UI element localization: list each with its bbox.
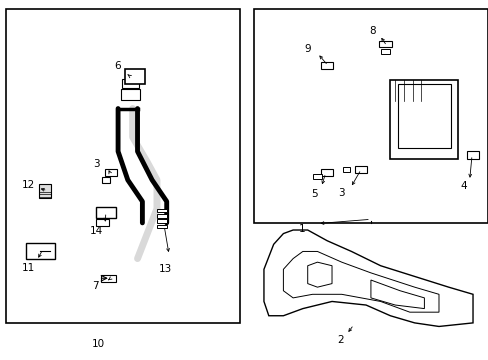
Polygon shape xyxy=(102,177,109,183)
Polygon shape xyxy=(125,69,144,84)
Text: 3: 3 xyxy=(338,188,345,198)
Text: 5: 5 xyxy=(310,189,317,199)
Polygon shape xyxy=(342,167,349,172)
Polygon shape xyxy=(397,84,450,148)
Text: 8: 8 xyxy=(368,26,375,36)
Text: 3: 3 xyxy=(93,159,100,169)
Polygon shape xyxy=(354,166,366,173)
Polygon shape xyxy=(104,169,117,176)
Bar xyxy=(254,9,487,223)
Polygon shape xyxy=(39,184,51,198)
Polygon shape xyxy=(120,89,140,100)
Polygon shape xyxy=(157,208,166,212)
Polygon shape xyxy=(466,152,478,158)
Text: 4: 4 xyxy=(459,181,466,192)
Polygon shape xyxy=(157,214,166,217)
Text: 10: 10 xyxy=(92,339,105,349)
Text: 6: 6 xyxy=(114,62,120,71)
Polygon shape xyxy=(101,275,116,282)
Text: 12: 12 xyxy=(21,180,35,190)
Polygon shape xyxy=(26,243,55,260)
Polygon shape xyxy=(379,41,391,48)
Text: 2: 2 xyxy=(337,335,344,345)
Polygon shape xyxy=(122,79,139,88)
Text: 14: 14 xyxy=(89,226,102,236)
Polygon shape xyxy=(389,80,458,158)
Polygon shape xyxy=(321,169,332,176)
Polygon shape xyxy=(96,207,116,217)
Polygon shape xyxy=(380,49,389,54)
Text: 7: 7 xyxy=(92,282,99,292)
Text: 11: 11 xyxy=(21,262,35,273)
Bar xyxy=(6,9,239,323)
Polygon shape xyxy=(157,219,166,223)
Text: 1: 1 xyxy=(298,224,305,234)
Polygon shape xyxy=(157,225,166,228)
Polygon shape xyxy=(321,62,332,69)
Text: 13: 13 xyxy=(158,264,171,274)
Polygon shape xyxy=(96,219,108,226)
Text: 9: 9 xyxy=(304,44,310,54)
Polygon shape xyxy=(312,174,321,179)
